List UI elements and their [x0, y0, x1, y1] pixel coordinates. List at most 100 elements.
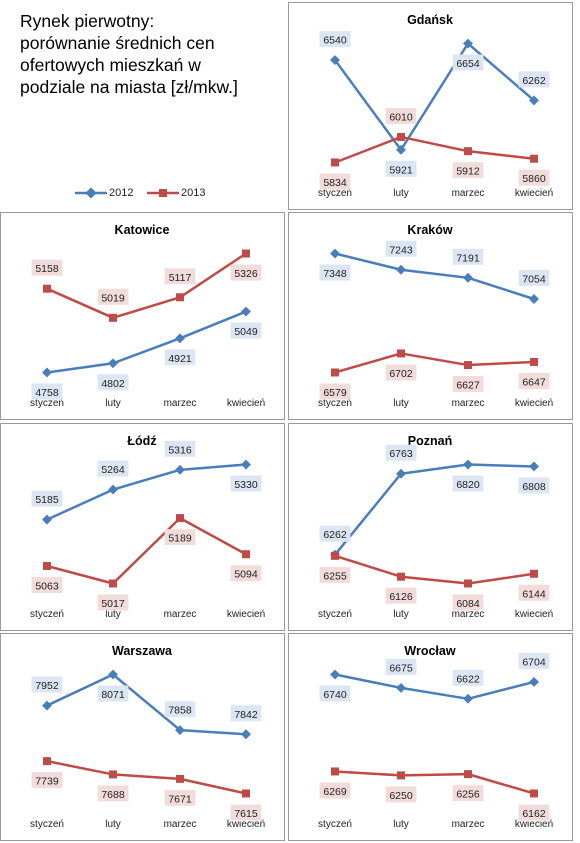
data-point-2013 — [464, 361, 472, 370]
data-point-2013 — [242, 789, 250, 798]
data-point-2013 — [43, 757, 51, 766]
data-label-bg — [518, 804, 550, 821]
data-label-bg — [452, 54, 484, 71]
x-tick-label: styczeń — [318, 188, 352, 199]
data-point-2013 — [176, 514, 184, 523]
data-label-2013: 6256 — [456, 789, 480, 801]
x-tick-label: styczeń — [318, 819, 352, 830]
data-label-bg — [319, 782, 351, 799]
data-label-bg — [31, 259, 63, 276]
data-label-2012: 5921 — [389, 164, 413, 176]
data-label-bg — [164, 349, 196, 366]
data-label-2013: 6269 — [323, 786, 347, 798]
data-label-bg — [385, 364, 417, 381]
data-label-2012: 5185 — [35, 494, 59, 506]
data-label-bg — [97, 288, 129, 305]
data-label-2012: 6808 — [522, 481, 546, 493]
data-label-bg — [230, 705, 262, 722]
data-label-2012: 4802 — [101, 378, 125, 390]
series-line-2013 — [334, 770, 535, 795]
data-label-bg — [230, 804, 262, 821]
data-label-bg — [164, 701, 196, 718]
data-label-bg — [385, 444, 417, 461]
data-point-2013 — [242, 550, 250, 559]
data-point-2013 — [530, 357, 538, 366]
data-label-2013: 6126 — [389, 591, 413, 603]
data-label-2013: 5912 — [456, 166, 480, 178]
data-label-bg — [97, 374, 129, 391]
data-label-2012: 6622 — [456, 673, 480, 685]
data-label-bg — [164, 789, 196, 806]
data-label-2012: 8071 — [101, 689, 125, 701]
data-label-2012: 7842 — [234, 709, 258, 721]
data-point-2013 — [530, 789, 538, 798]
data-point-2013 — [397, 132, 405, 141]
legend-marker-2012 — [75, 187, 107, 199]
legend-label-2013: 2013 — [181, 187, 206, 199]
x-tick-label: kwiecień — [515, 819, 553, 830]
data-point-2013 — [176, 774, 184, 783]
data-label-2013: 5834 — [323, 177, 347, 189]
series-line-2012 — [334, 252, 535, 301]
x-tick-label: kwiecień — [515, 188, 553, 199]
data-label-bg — [452, 669, 484, 686]
data-label-bg — [319, 685, 351, 702]
data-label-2012: 6262 — [323, 529, 347, 541]
x-tick-label: luty — [393, 819, 409, 830]
data-label-2012: 6763 — [389, 448, 413, 460]
data-point-2013 — [464, 770, 472, 779]
data-label-bg — [319, 31, 351, 48]
series-line-2013 — [334, 554, 535, 585]
data-label-2013: 5094 — [234, 569, 258, 581]
series-line-2013 — [46, 252, 247, 320]
chart-wroclaw: Wrocław styczeń luty marzec kwiecień 6740 6675… — [288, 633, 573, 841]
data-label-2012: 7858 — [168, 705, 192, 717]
chart-title: Katowice — [115, 223, 170, 237]
data-label-bg — [319, 264, 351, 281]
x-tick-label: marzec — [452, 398, 485, 409]
chart-lodz: Łódź styczeń luty marzec kwiecień 5185 5264 531… — [0, 423, 285, 631]
data-label-bg — [319, 173, 351, 190]
data-point-2013 — [176, 293, 184, 302]
x-tick-label: marzec — [452, 609, 485, 620]
data-label-2013: 5158 — [35, 263, 59, 275]
data-label-bg — [97, 685, 129, 702]
data-label-2013: 7739 — [35, 776, 59, 788]
data-label-2013: 6010 — [389, 111, 413, 123]
data-label-2012: 6540 — [323, 35, 347, 47]
data-label-2012: 4758 — [35, 387, 59, 399]
series-line-2012 — [46, 673, 247, 736]
data-label-2012: 7952 — [35, 680, 59, 692]
data-label-bg — [31, 490, 63, 507]
x-tick-label: luty — [393, 609, 409, 620]
data-label-2013: 5117 — [169, 272, 192, 284]
data-label-2013: 6162 — [522, 808, 546, 820]
data-point-2013 — [109, 313, 117, 322]
data-label-bg — [518, 71, 550, 88]
x-tick-label: kwiecień — [227, 398, 265, 409]
chart-poznan: Poznań styczeń luty marzec kwiecień 6262 6763 6… — [288, 423, 573, 631]
data-label-bg — [385, 107, 417, 124]
data-label-bg — [97, 460, 129, 477]
data-label-2013: 5019 — [101, 292, 125, 304]
data-point-2012 — [529, 294, 539, 304]
data-label-bg — [452, 475, 484, 492]
series-line-2012 — [334, 463, 535, 556]
x-tick-label: marzec — [452, 188, 485, 199]
data-label-2012: 5316 — [168, 444, 192, 456]
data-point-2013 — [43, 284, 51, 293]
x-tick-label: styczeń — [30, 609, 64, 620]
series-line-2012 — [333, 42, 535, 152]
data-label-bg — [518, 584, 550, 601]
data-label-2012: 5330 — [234, 479, 258, 491]
x-tick-label: luty — [105, 609, 121, 620]
data-label-bg — [230, 264, 262, 281]
series-line-2013 — [334, 135, 535, 164]
series-line-2013 — [46, 759, 247, 795]
page-title: Rynek pierwotny: porównanie średnich cen… — [20, 11, 238, 97]
data-label-bg — [518, 477, 550, 494]
data-label-2013: 6144 — [522, 588, 546, 600]
chart-title: Kraków — [407, 223, 452, 237]
x-tick-label: styczeń — [30, 398, 64, 409]
data-label-2013: 6647 — [522, 376, 546, 388]
